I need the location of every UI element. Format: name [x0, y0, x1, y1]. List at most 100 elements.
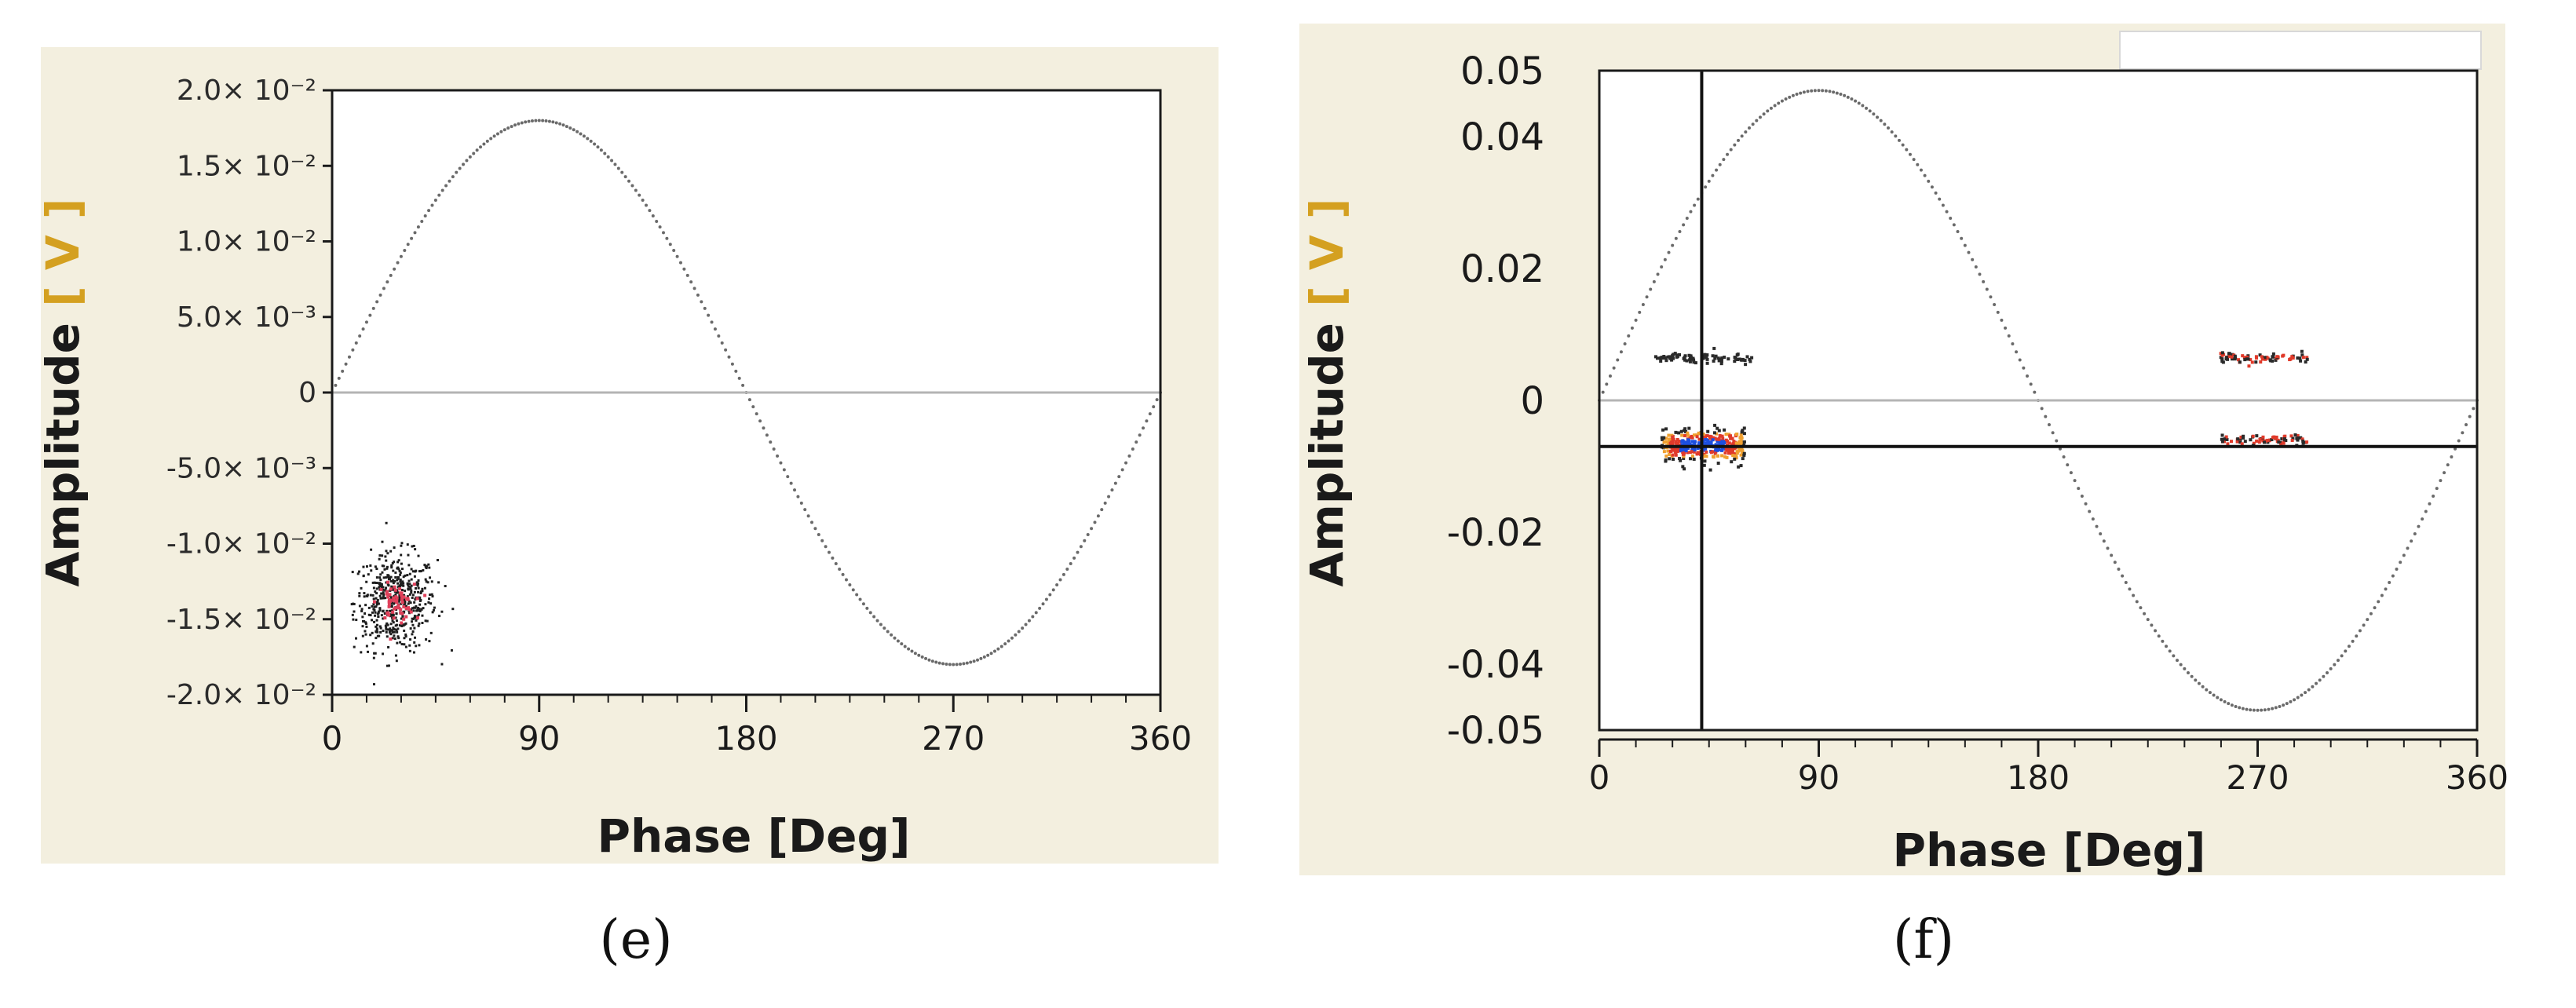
pd-hotspot-point — [399, 611, 403, 615]
sine-point — [1142, 426, 1145, 430]
pd-point — [395, 629, 398, 632]
sine-point — [2150, 623, 2154, 627]
pd-point — [1730, 436, 1734, 440]
pd-point — [1664, 356, 1668, 360]
pd-point — [401, 615, 404, 618]
sine-point — [2168, 649, 2172, 653]
pd-point — [1674, 451, 1678, 455]
pd-point — [413, 626, 416, 630]
pd-point — [414, 615, 417, 619]
sine-point — [1685, 216, 1689, 220]
y-tick-label: -1.0× 10⁻² — [166, 528, 316, 561]
pd-point — [1727, 449, 1731, 453]
pd-point — [375, 576, 378, 579]
pd-point — [389, 579, 393, 583]
pd-point — [1688, 358, 1692, 362]
pd-point — [397, 637, 400, 640]
sine-point — [413, 231, 417, 235]
pd-point — [1721, 436, 1725, 440]
sine-point — [1682, 223, 1686, 227]
x-tick-label: 0 — [322, 719, 343, 758]
pd-point — [418, 644, 421, 647]
sine-point — [489, 137, 493, 141]
y-tick-label: -0.04 — [1447, 643, 1544, 687]
pd-point — [1694, 361, 1697, 365]
pd-hotspot-point — [407, 606, 411, 610]
pd-point — [1742, 453, 1746, 457]
sine-point — [472, 152, 476, 155]
sine-point — [2022, 366, 2026, 370]
sine-point — [638, 193, 641, 197]
sine-point — [751, 405, 755, 409]
sine-point — [1076, 550, 1080, 554]
pd-point — [387, 576, 390, 579]
pd-hotspot-point — [398, 587, 402, 591]
pd-point — [373, 608, 376, 612]
pd-point — [358, 604, 361, 608]
pd-point — [1662, 450, 1666, 454]
pd-point — [1742, 426, 1746, 430]
pd-point — [1723, 441, 1726, 445]
pd-point — [2289, 434, 2293, 438]
pd-point — [1691, 454, 1695, 458]
pd-point — [398, 624, 401, 627]
pd-point — [415, 619, 418, 622]
sine-point — [2186, 670, 2190, 674]
pd-point — [2230, 355, 2234, 359]
panel-f-legend-box — [2119, 31, 2482, 70]
pd-point — [1714, 450, 1718, 454]
pd-point — [2247, 364, 2251, 368]
pd-point — [353, 610, 356, 613]
pd-point — [1742, 440, 1746, 444]
sine-point — [910, 649, 914, 653]
pd-point — [2233, 354, 2237, 358]
sine-point — [616, 166, 620, 170]
sine-point — [1934, 191, 1938, 195]
pd-point — [404, 635, 407, 638]
sine-point — [2113, 561, 2117, 564]
pd-point — [1720, 448, 1724, 452]
pd-point — [1708, 436, 1712, 440]
sine-point — [437, 193, 441, 197]
sine-point — [2183, 667, 2187, 670]
sine-point — [1850, 97, 1854, 101]
pd-point — [1660, 356, 1664, 360]
sine-point — [2296, 696, 2300, 699]
sine-point — [406, 243, 410, 247]
pd-point — [2296, 438, 2300, 442]
sine-point — [2417, 524, 2421, 528]
pd-point — [381, 571, 384, 574]
pd-point — [1718, 357, 1722, 361]
sine-point — [2249, 708, 2253, 712]
sine-point — [724, 348, 728, 352]
pd-point — [2279, 443, 2283, 447]
pd-point — [1683, 427, 1687, 431]
pd-point — [372, 656, 375, 659]
sine-point — [2004, 326, 2008, 330]
sine-point — [868, 611, 872, 615]
sine-point — [1155, 398, 1159, 402]
pd-point — [2239, 435, 2243, 439]
pd-point — [1709, 451, 1713, 455]
pd-point — [378, 554, 382, 557]
pd-point — [404, 645, 407, 648]
pd-point — [410, 578, 413, 581]
sine-point — [2260, 708, 2264, 712]
sine-point — [2472, 407, 2476, 411]
pd-point — [1734, 433, 1738, 436]
pd-hotspot-point — [389, 637, 393, 641]
pd-point — [1738, 441, 1742, 445]
sine-point — [2318, 678, 2322, 682]
pd-point — [1690, 436, 1694, 440]
pd-hotspot-point — [394, 606, 398, 610]
pd-point — [406, 583, 409, 586]
sine-point — [630, 184, 634, 188]
pd-point — [424, 578, 427, 581]
pd-point — [428, 640, 431, 643]
sine-point — [623, 175, 627, 179]
pd-point — [1681, 465, 1685, 469]
pd-point — [380, 592, 383, 595]
sine-point — [2011, 342, 2015, 346]
sine-point — [1027, 619, 1031, 623]
sine-point — [423, 214, 427, 217]
